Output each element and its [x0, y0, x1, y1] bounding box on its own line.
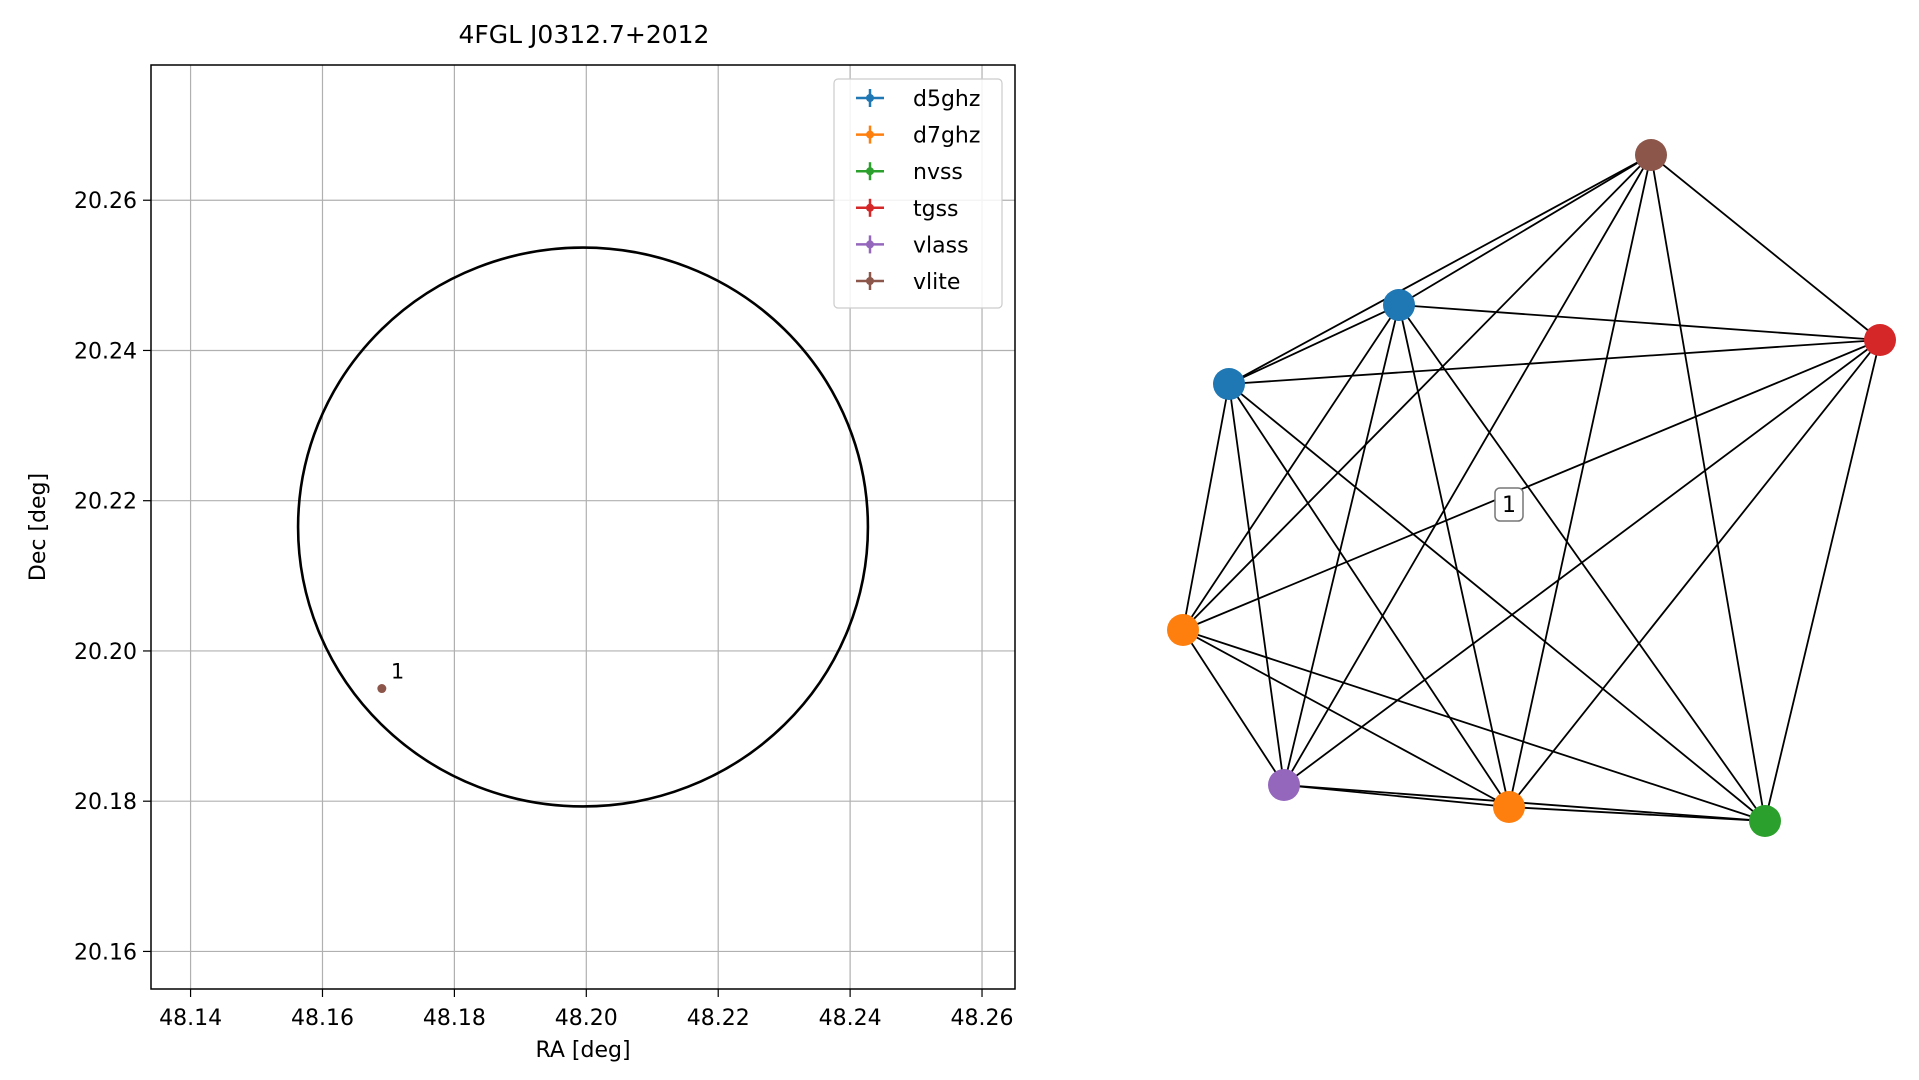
y-tick-label: 20.20 — [74, 640, 137, 665]
legend-item-vlite: vlite — [856, 270, 960, 295]
graph-edge — [1182, 383, 1230, 631]
graph-edge — [1228, 383, 1285, 786]
graph-edge — [1182, 629, 1766, 822]
point-annotation: 1 — [391, 660, 404, 684]
graph-edge — [1650, 154, 1766, 822]
legend-item-vlass: vlass — [856, 233, 969, 258]
graph-node-d7ghz — [1493, 791, 1525, 823]
scatter-plot-panel: 4FGL J0312.7+2012 1 48.14 48.16 48.18 48.20… — [26, 20, 1016, 1063]
graph-edge — [1228, 304, 1400, 385]
legend-marker-dot — [866, 130, 874, 139]
graph-nodes — [1167, 139, 1896, 837]
graph-edge — [1650, 154, 1881, 341]
graph-edge — [1182, 629, 1510, 808]
graph-node-vlite — [1635, 139, 1667, 171]
graph-edge — [1508, 339, 1881, 808]
error-ellipse — [296, 246, 870, 808]
chart-title: 4FGL J0312.7+2012 — [459, 20, 710, 49]
network-graph-panel: 1 — [1167, 139, 1896, 837]
graph-edge — [1228, 154, 1652, 385]
graph-label: 1 — [1494, 487, 1524, 522]
data-point-vlite — [377, 684, 387, 694]
y-tick-label: 20.24 — [74, 339, 137, 364]
legend-marker-dot — [866, 167, 874, 176]
graph-edge — [1508, 154, 1652, 808]
x-tick-label: 48.20 — [555, 1006, 618, 1031]
graph-edge — [1182, 304, 1400, 631]
legend-label: d5ghz — [913, 87, 980, 112]
graph-node-vlass — [1268, 769, 1300, 801]
graph-edge — [1283, 339, 1881, 786]
legend-item-d5ghz: d5ghz — [856, 87, 980, 112]
graph-edge — [1228, 339, 1881, 385]
graph-node-d7ghz — [1167, 614, 1199, 646]
graph-label-text: 1 — [1502, 493, 1516, 518]
y-tick-label: 20.18 — [74, 790, 137, 815]
graph-edge — [1182, 629, 1285, 786]
data-points: 1 — [377, 660, 404, 694]
graph-edge — [1764, 339, 1881, 822]
graph-node-d5ghz — [1213, 368, 1245, 400]
legend-label: tgss — [913, 197, 959, 222]
legend-marker-dot — [866, 203, 874, 212]
x-axis-ticks: 48.14 48.16 48.18 48.20 48.22 48.24 48.26 — [159, 989, 1014, 1031]
graph-edge — [1398, 304, 1881, 341]
legend-marker-dot — [866, 240, 874, 249]
graph-edge — [1508, 806, 1766, 822]
graph-edge — [1283, 154, 1652, 786]
graph-edge — [1182, 154, 1652, 631]
legend-frame — [833, 78, 1003, 309]
x-tick-label: 48.22 — [687, 1006, 750, 1031]
graph-edge — [1228, 383, 1766, 822]
x-tick-label: 48.16 — [291, 1006, 354, 1031]
legend-item-nvss: nvss — [856, 160, 963, 185]
y-tick-label: 20.16 — [74, 940, 137, 965]
graph-edge — [1283, 304, 1400, 786]
graph-edges — [1182, 154, 1881, 822]
graph-edge — [1228, 383, 1510, 808]
y-axis-ticks: 20.16 20.18 20.20 20.22 20.24 20.26 — [74, 189, 151, 965]
x-tick-label: 48.14 — [159, 1006, 222, 1031]
graph-edge — [1182, 339, 1881, 631]
legend-item-tgss: tgss — [856, 197, 959, 222]
legend-label: nvss — [913, 160, 963, 185]
y-tick-label: 20.26 — [74, 189, 137, 214]
x-tick-label: 48.24 — [819, 1006, 882, 1031]
y-axis-label: Dec [deg] — [26, 473, 51, 581]
graph-node-nvss — [1749, 805, 1781, 837]
graph-edge — [1398, 154, 1652, 306]
graph-node-d5ghz — [1383, 289, 1415, 321]
legend: d5ghz d7ghz nvss tgss vlass vlite — [833, 78, 1003, 309]
plot-frame — [150, 64, 1016, 990]
x-tick-label: 48.18 — [423, 1006, 486, 1031]
error-ellipse-shape — [296, 246, 870, 808]
legend-label: d7ghz — [913, 124, 980, 149]
x-tick-label: 48.26 — [951, 1006, 1014, 1031]
y-tick-label: 20.22 — [74, 490, 137, 515]
graph-edge — [1398, 304, 1510, 808]
legend-label: vlass — [913, 233, 969, 258]
legend-marker-dot — [866, 277, 874, 285]
graph-label-box — [1494, 487, 1524, 522]
graph-edge — [1283, 784, 1766, 822]
legend-label: vlite — [913, 270, 960, 295]
legend-marker-dot — [866, 94, 874, 102]
graph-node-tgss — [1864, 324, 1896, 356]
legend-item-d7ghz: d7ghz — [856, 124, 980, 149]
x-axis-label: RA [deg] — [535, 1038, 630, 1063]
